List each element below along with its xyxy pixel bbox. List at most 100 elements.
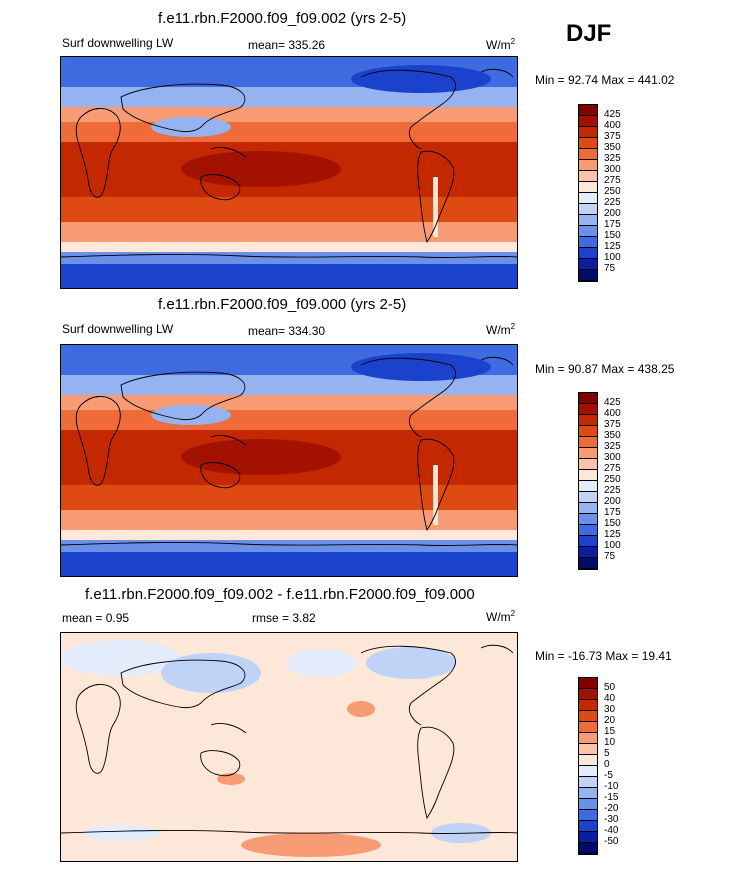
colorbar-swatch: [579, 547, 597, 558]
band-subtrop-south: [61, 197, 517, 225]
coastlines: [61, 644, 517, 835]
colorbar-tick-label: 125: [604, 529, 621, 540]
andes: [433, 465, 438, 525]
colorbar-tick-label: 375: [604, 419, 621, 430]
colorbar-tick-label: 400: [604, 408, 621, 419]
coastlines: [61, 356, 517, 547]
colorbar-tick-label: 300: [604, 164, 621, 175]
colorbar-tick-label: 75: [604, 551, 616, 562]
colorbar-tick-label: 10: [604, 737, 616, 748]
colorbar-swatch: [579, 821, 597, 832]
andes: [433, 177, 438, 237]
warm-pool: [181, 151, 341, 187]
colorbar-tick-label: 275: [604, 463, 621, 474]
colorbar-swatch: [579, 448, 597, 459]
colorbar-swatch: [579, 259, 597, 270]
colorbar-tick-label: 30: [604, 704, 616, 715]
colorbar-tick-label: 300: [604, 452, 621, 463]
colorbar-swatch: [579, 116, 597, 127]
colorbar-swatch: [579, 481, 597, 492]
diff-blue-southern: [81, 825, 161, 841]
colorbar-tick-label: 100: [604, 252, 621, 263]
colorbar-tick-label: 125: [604, 241, 621, 252]
band-subtrop-south: [61, 485, 517, 513]
panel2-variable-label: Surf downwelling LW: [62, 322, 174, 336]
band-antarctic-edge: [61, 540, 517, 554]
colorbar-tick-label: -20: [604, 803, 619, 814]
season-label: DJF: [566, 20, 612, 47]
colorbar-tick-label: 75: [604, 263, 616, 274]
colorbar-tick-label: 225: [604, 485, 621, 496]
colorbar-tick-label: 40: [604, 693, 616, 704]
colorbar-tick-label: 250: [604, 186, 621, 197]
colorbar-swatch: [579, 138, 597, 149]
colorbar-swatch: [579, 788, 597, 799]
colorbar-tick-label: 400: [604, 120, 621, 131]
band-antarctica: [61, 552, 517, 576]
colorbar-swatch: [579, 437, 597, 448]
colorbar-tick-label: 15: [604, 726, 616, 737]
panel3-mean-label: mean = 0.95: [62, 611, 130, 625]
colorbar-tick-label: 200: [604, 496, 621, 507]
panel3-minmax-label: Min = -16.73 Max = 19.41: [535, 649, 672, 663]
panel1-map-svg: [61, 57, 517, 288]
cold-canada: [351, 65, 491, 93]
colorbar-swatch: [579, 193, 597, 204]
colorbar-tick-label: 325: [604, 441, 621, 452]
colorbar-tick-label: 275: [604, 175, 621, 186]
colorbar-swatch: [579, 459, 597, 470]
colorbar-swatch: [579, 470, 597, 481]
colorbar-swatch: [579, 689, 597, 700]
colorbar-tick-label: 150: [604, 518, 621, 529]
colorbar-swatch: [579, 810, 597, 821]
colorbar-swatch: [579, 766, 597, 777]
colorbar-swatch: [579, 404, 597, 415]
panel2-map: [60, 344, 518, 577]
colorbar-tick-label: 375: [604, 131, 621, 142]
colorbar-swatch: [579, 237, 597, 248]
panel2-minmax-label: Min = 90.87 Max = 438.25: [535, 362, 675, 376]
panel2-mean-label: mean= 334.30: [248, 324, 326, 338]
colorbar-swatch: [579, 733, 597, 744]
colorbar-swatch: [579, 744, 597, 755]
panel1-minmax-label: Min = 92.74 Max = 441.02: [535, 73, 675, 87]
colorbar-tick-label: 350: [604, 430, 621, 441]
colorbar-swatch: [579, 722, 597, 733]
diff-blue-eurasia: [61, 640, 181, 676]
cold-canada: [351, 353, 491, 381]
colorbar-tick-label: 325: [604, 153, 621, 164]
colorbar-swatch: [579, 755, 597, 766]
colorbar-swatch: [579, 832, 597, 843]
colorbar-tick-label: 100: [604, 540, 621, 551]
colorbar-swatch: [579, 105, 597, 116]
colorbar-tick-label: 0: [604, 759, 610, 770]
colorbar-tick-label: -15: [604, 792, 619, 803]
panel2-title: f.e11.rbn.F2000.f09_f09.000 (yrs 2-5): [158, 296, 407, 313]
diff-red-pacific: [347, 701, 375, 717]
colorbar-tick-label: -40: [604, 825, 619, 836]
colorbar-tick-label: -50: [604, 836, 619, 847]
colorbar-swatch: [579, 149, 597, 160]
colorbar-swatch: [579, 127, 597, 138]
colorbar-tick-label: 20: [604, 715, 616, 726]
colorbar-swatch: [579, 525, 597, 536]
colorbar-swatch: [579, 503, 597, 514]
panel2-map-svg: [61, 345, 517, 576]
colorbar-swatch: [579, 799, 597, 810]
diff-blue-asia: [161, 653, 261, 693]
colorbar-swatch: [579, 204, 597, 215]
colorbar-swatch: [579, 393, 597, 404]
panel1-title: f.e11.rbn.F2000.f09_f09.002 (yrs 2-5): [158, 10, 407, 27]
colorbar-tick-label: 425: [604, 109, 621, 120]
panel1-map: [60, 56, 518, 289]
colorbar-tick-label: 150: [604, 230, 621, 241]
colorbar-tick-label: -5: [604, 770, 613, 781]
panel3-colorbar-box: [578, 677, 598, 855]
panel1-colorbar-box: [578, 104, 598, 282]
band-mid-south: [61, 222, 517, 244]
panel1-mean-label: mean= 335.26: [248, 38, 326, 52]
cold-tibet: [151, 405, 231, 425]
diff-blue-pacific: [286, 649, 356, 677]
colorbar-swatch: [579, 843, 597, 854]
colorbar-swatch: [579, 426, 597, 437]
